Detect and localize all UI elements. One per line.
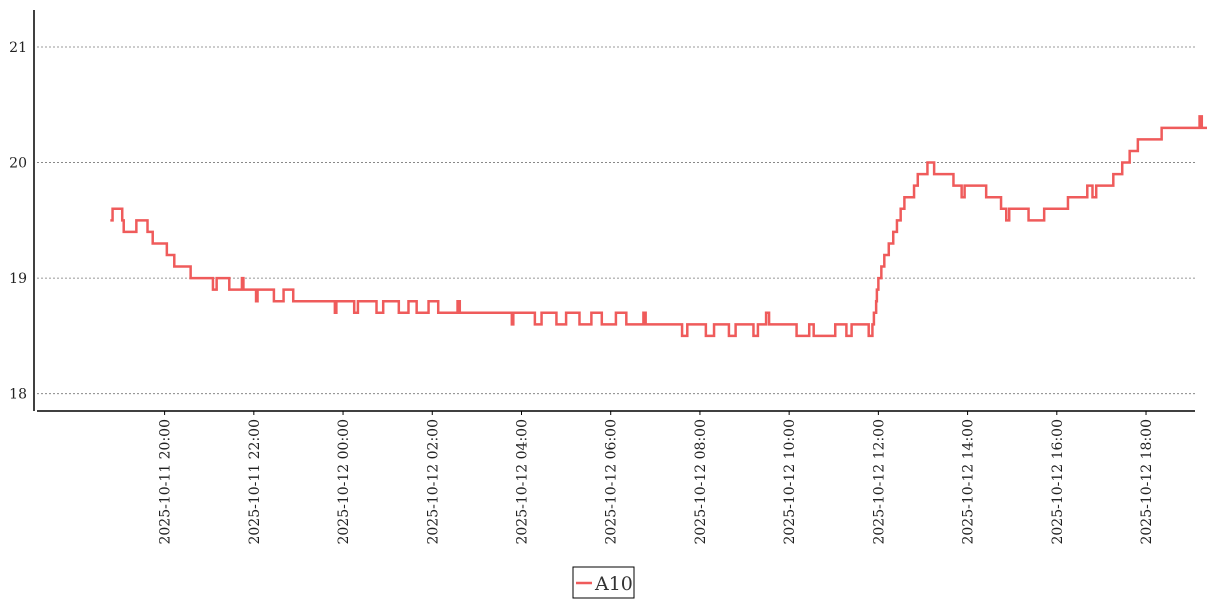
- y-tick-label: 18: [9, 387, 27, 403]
- series-layer: [110, 115, 1207, 338]
- legend-box: [572, 566, 635, 599]
- x-tick-label: 2025-10-11 22:00: [247, 419, 263, 545]
- x-tick-label: 2025-10-12 10:00: [782, 419, 798, 545]
- y-tick-labels: 18 19 20 21: [9, 40, 27, 403]
- series-line-a10: [110, 115, 1207, 338]
- axes: [33, 10, 1195, 412]
- legend-label-a10: A10: [594, 573, 633, 595]
- y-tick-label: 19: [9, 271, 27, 287]
- x-tick-label: 2025-10-12 04:00: [514, 419, 530, 545]
- x-tick-label: 2025-10-12 08:00: [693, 419, 709, 545]
- x-tick-labels: 2025-10-11 20:00 2025-10-11 22:00 2025-10-…: [158, 411, 1155, 545]
- x-tick-label: 2025-10-11 20:00: [158, 419, 174, 545]
- x-tick-label: 2025-10-12 02:00: [425, 419, 441, 545]
- legend: A10: [572, 566, 635, 599]
- x-tick-label: 2025-10-12 06:00: [604, 419, 620, 545]
- x-tick-label: 2025-10-12 18:00: [1139, 419, 1155, 545]
- x-tick-label: 2025-10-12 00:00: [336, 419, 352, 545]
- x-tick-label: 2025-10-12 14:00: [961, 419, 977, 545]
- x-tick-label: 2025-10-12 16:00: [1050, 419, 1066, 545]
- y-tick-label: 21: [9, 40, 27, 56]
- grid-lines: [37, 46, 1195, 395]
- x-tick-label: 2025-10-12 12:00: [871, 419, 887, 545]
- y-tick-label: 20: [9, 156, 27, 172]
